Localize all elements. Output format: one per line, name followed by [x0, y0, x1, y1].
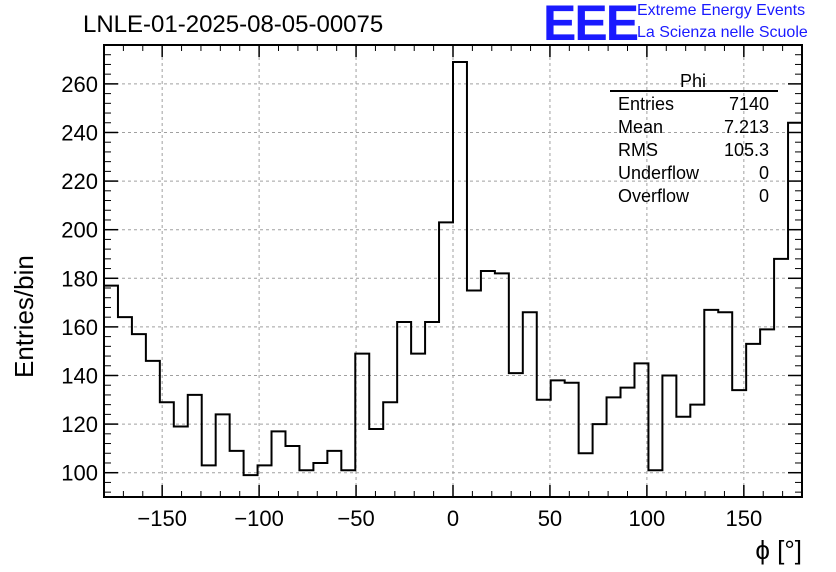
ticks-layer: [104, 45, 802, 497]
stats-value-entries: 7140: [729, 94, 769, 114]
histogram-bin-19: [369, 429, 383, 497]
stats-value-underflow: 0: [759, 163, 769, 183]
histogram-bin-8: [216, 414, 230, 497]
stats-box: Phi Entries 7140 Mean 7.213 RMS 105.3 Underflo…: [610, 71, 778, 206]
histogram-bin-46: [746, 344, 760, 497]
histogram-bin-14: [299, 470, 313, 497]
stats-label-overflow: Overflow: [618, 186, 690, 206]
histogram-bin-28: [495, 273, 509, 497]
histogram-bin-25: [453, 62, 467, 497]
stats-value-overflow: 0: [759, 186, 769, 206]
logo-line-1: Extreme Energy Events: [637, 2, 806, 19]
stats-value-mean: 7.213: [724, 117, 769, 137]
histogram-bin-38: [634, 363, 648, 497]
x-tick-label-3: 0: [447, 506, 459, 531]
y-tick-label-3: 160: [61, 315, 98, 340]
histogram-bin-10: [244, 475, 258, 497]
histogram-bin-44: [718, 312, 732, 497]
stats-label-entries: Entries: [618, 94, 674, 114]
histogram-bin-7: [202, 465, 216, 497]
histogram-bin-22: [411, 354, 425, 497]
histogram-bin-2: [132, 334, 146, 497]
histogram-bin-34: [579, 453, 593, 497]
histogram-bin-35: [593, 424, 607, 497]
histogram-bin-41: [676, 417, 690, 497]
histogram-bin-4: [160, 402, 174, 497]
histogram-bin-37: [621, 388, 635, 497]
stats-value-rms: 105.3: [724, 140, 769, 160]
x-tick-label-5: 100: [629, 506, 666, 531]
page-title: LNLE-01-2025-08-05-00075: [83, 11, 384, 38]
histogram-bin-42: [690, 405, 704, 497]
x-tick-label-2: −50: [337, 506, 374, 531]
x-axis-label: ϕ [°]: [755, 535, 802, 565]
histogram-bin-16: [327, 451, 341, 497]
y-tick-label-4: 180: [61, 266, 98, 291]
eee-logo: EEE: [543, 0, 639, 51]
histogram-bin-45: [732, 390, 746, 497]
y-axis-label-wrap: Entries/bin: [5, 200, 45, 378]
histogram-bin-40: [662, 375, 676, 497]
histogram-bin-30: [523, 312, 537, 497]
y-tick-label-5: 200: [61, 218, 98, 243]
x-tick-label-0: −150: [137, 506, 187, 531]
histogram-bin-20: [383, 402, 397, 497]
x-tick-label-6: 150: [725, 506, 762, 531]
bins-layer: [104, 62, 802, 497]
y-tick-label-1: 120: [61, 412, 98, 437]
histogram-bin-3: [146, 361, 160, 497]
stats-label-mean: Mean: [618, 117, 663, 137]
y-tick-label-2: 140: [61, 363, 98, 388]
histogram-bin-1: [118, 317, 132, 497]
histogram-bin-18: [355, 354, 369, 497]
stats-box-title: Phi: [680, 71, 706, 91]
histogram-bin-32: [551, 380, 565, 497]
x-tick-label-4: 50: [538, 506, 562, 531]
histogram-bin-21: [397, 322, 411, 497]
histogram-bin-33: [565, 383, 579, 497]
x-tick-label-1: −100: [234, 506, 284, 531]
histogram-bin-13: [285, 446, 299, 497]
histogram-bin-9: [230, 451, 244, 497]
y-tick-label-6: 220: [61, 169, 98, 194]
histogram-bin-5: [174, 427, 188, 497]
histogram-bin-27: [481, 271, 495, 497]
histogram-bin-23: [425, 322, 439, 497]
stats-label-underflow: Underflow: [618, 163, 700, 183]
histogram-bin-15: [313, 463, 327, 497]
histogram-bin-31: [537, 400, 551, 497]
y-tick-label-0: 100: [61, 461, 98, 486]
histogram-bin-49: [788, 123, 802, 497]
histogram-bin-39: [648, 470, 662, 497]
histogram-bin-6: [188, 395, 202, 497]
histogram-bin-26: [467, 290, 481, 497]
histogram-line: [103, 61, 803, 497]
histogram-bin-36: [607, 397, 621, 497]
tick-labels-layer: −150 −100 −50 0 50 100 150 100 120 140 160 180 200 22…: [61, 72, 762, 531]
stats-label-rms: RMS: [618, 140, 658, 160]
histogram-bin-24: [439, 222, 453, 497]
histogram-bin-17: [341, 470, 355, 497]
y-tick-label-8: 260: [61, 72, 98, 97]
y-tick-label-7: 240: [61, 120, 98, 145]
histogram-bin-43: [704, 310, 718, 497]
histogram-bin-48: [774, 259, 788, 497]
histogram-bin-12: [272, 431, 286, 497]
y-axis-label: Entries/bin: [9, 255, 39, 378]
histogram-bin-47: [760, 329, 774, 497]
logo-line-2: La Scienza nelle Scuole: [637, 24, 808, 41]
histogram-bin-29: [509, 373, 523, 497]
